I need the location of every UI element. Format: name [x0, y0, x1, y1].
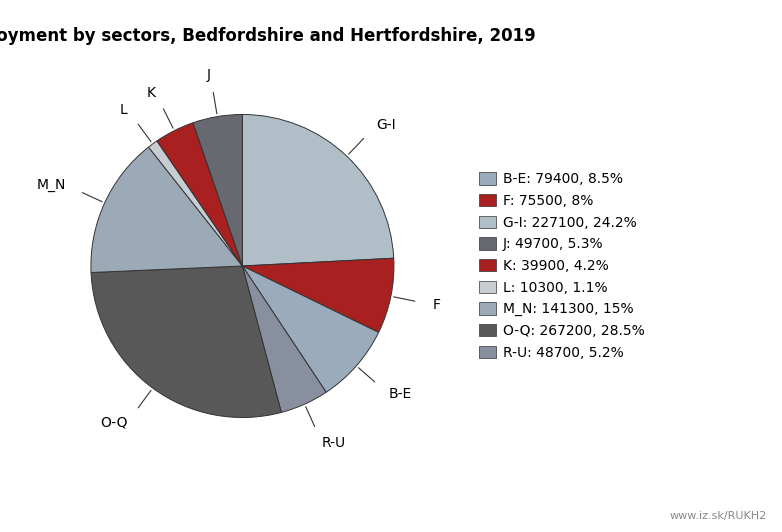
- Wedge shape: [242, 114, 393, 266]
- Text: www.iz.sk/RUKH2: www.iz.sk/RUKH2: [669, 511, 766, 521]
- Legend: B-E: 79400, 8.5%, F: 75500, 8%, G-I: 227100, 24.2%, J: 49700, 5.3%, K: 39900, 4.: B-E: 79400, 8.5%, F: 75500, 8%, G-I: 227…: [476, 170, 647, 362]
- Wedge shape: [91, 266, 282, 418]
- Wedge shape: [242, 266, 326, 412]
- Wedge shape: [242, 258, 394, 332]
- Text: Employment by sectors, Bedfordshire and Hertfordshire, 2019: Employment by sectors, Bedfordshire and …: [0, 27, 536, 45]
- Wedge shape: [149, 141, 242, 266]
- Text: L: L: [120, 103, 127, 117]
- Text: R-U: R-U: [322, 436, 346, 450]
- Wedge shape: [91, 147, 242, 272]
- Wedge shape: [157, 123, 242, 266]
- Text: B-E: B-E: [389, 387, 411, 401]
- Text: F: F: [432, 298, 440, 312]
- Text: K: K: [146, 86, 156, 99]
- Text: M_N: M_N: [37, 178, 66, 192]
- Wedge shape: [193, 114, 242, 266]
- Text: J: J: [206, 68, 210, 82]
- Wedge shape: [242, 266, 378, 392]
- Text: O-Q: O-Q: [100, 415, 127, 429]
- Text: G-I: G-I: [376, 119, 396, 132]
